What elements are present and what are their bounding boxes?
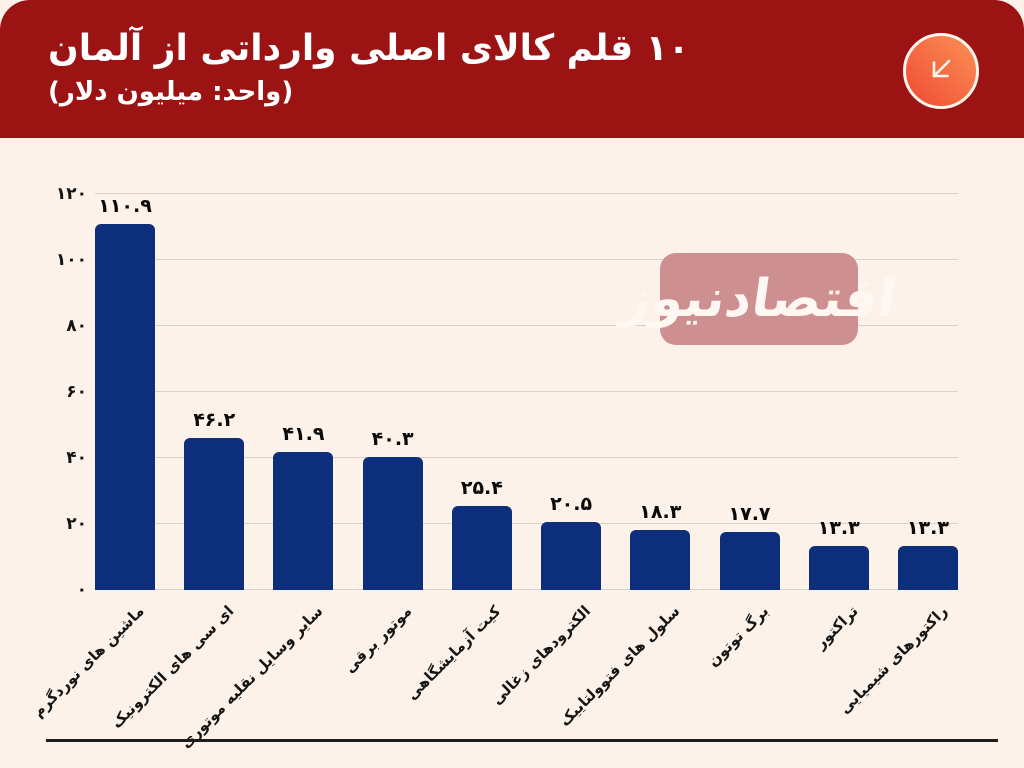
gridline [95,325,958,327]
bar-value-label: ۲۵.۴ [460,477,503,500]
bar-column: ۱۱۰.۹ ماشین های نوردگرم [29,194,155,721]
x-axis-label: تراکتور [811,602,862,653]
bar-column: ۴۶.۲ ای سی های الکترونیک [107,194,245,732]
bar [630,529,691,590]
bar-column: ۲۵.۴ کیت آزمایشگاهی [403,194,512,703]
bar [273,451,334,590]
header: ۱۰ قلم کالای اصلی وارداتی از آلمان (واحد… [0,0,1024,138]
bar [362,457,423,590]
plot-area: ۰ ۲۰ ۴۰ ۶۰ ۸۰ ۱۰۰ ۱۲۰ ۱۱۰.۹ ماشین های نوردگرم ۴۶.… [29,184,958,752]
gridline [95,193,958,194]
y-tick-label: ۱۰۰ [55,250,87,270]
gridline [95,457,958,459]
gridline [95,589,958,590]
chart-unit-subtitle: (واحد: میلیون دلار) [48,77,294,107]
x-axis-label: کیت آزمایشگاهی [403,602,505,704]
x-axis-label: سایر وسایل نقلیه موتوری [176,602,327,752]
arrow-down-left-glyph [932,59,951,78]
bar-value-label: ۴۰.۳ [371,428,414,451]
bar-value-label: ۱۸.۳ [639,500,682,523]
bottom-divider [46,739,998,742]
watermark-text: اقتصادنیوز [617,269,901,329]
y-tick-label: ۲۰ [66,514,87,535]
y-tick-label: ۱۲۰ [55,184,87,204]
chart-title: ۱۰ قلم کالای اصلی وارداتی از آلمان [48,28,690,69]
bar-value-label: ۱۷.۷ [728,502,771,525]
bar-column: ۱۳.۳ تراکتور [808,194,869,652]
watermark-badge: اقتصادنیوز [618,253,900,345]
y-tick-label: ۴۰ [66,448,87,469]
arrow-down-left-icon [903,33,979,109]
bar-column: ۱۳.۳ راکتورهای شیمیایی [835,194,958,717]
bar-value-label: ۱۳.۳ [906,517,949,540]
bar [95,224,155,590]
gridline [95,391,958,392]
gridline [95,523,958,525]
y-tick-label: ۶۰ [66,382,87,402]
x-axis-label: الکترودهای زغالی [487,602,594,709]
bar-column: ۴۰.۳ موتور برقی [341,194,423,677]
bar [808,546,869,590]
bar-column: ۴۱.۹ سایر وسایل نقلیه موتوری [177,194,334,752]
bars-container: ۱۱۰.۹ ماشین های نوردگرم ۴۶.۲ ای سی های الکت… [29,194,958,752]
bar-value-label: ۱۳.۳ [817,517,860,540]
y-tick-label: ۸۰ [66,316,87,337]
gridline [95,259,958,260]
bar [897,546,958,590]
bar-column: ۱۸.۳ سلول های فتوولتاییک [555,194,691,730]
x-axis-label: موتور برقی [340,602,416,677]
bar-value-label: ۴۶.۲ [193,408,236,431]
bar-value-label: ۴۱.۹ [282,422,325,445]
x-axis-label: برگ توتون [704,602,773,671]
bar-value-label: ۱۱۰.۹ [98,195,152,218]
bar-column: ۱۷.۷ برگ توتون [704,194,780,670]
bar-value-label: ۲۰.۵ [550,493,593,516]
header-titles: ۱۰ قلم کالای اصلی وارداتی از آلمان (واحد… [48,26,690,108]
bar-column: ۲۰.۵ الکترودهای زغالی [488,194,602,708]
bar [451,506,512,590]
bar [184,437,245,590]
bar [541,522,602,590]
y-tick-label: ۰ [76,580,87,600]
bar [719,531,780,590]
